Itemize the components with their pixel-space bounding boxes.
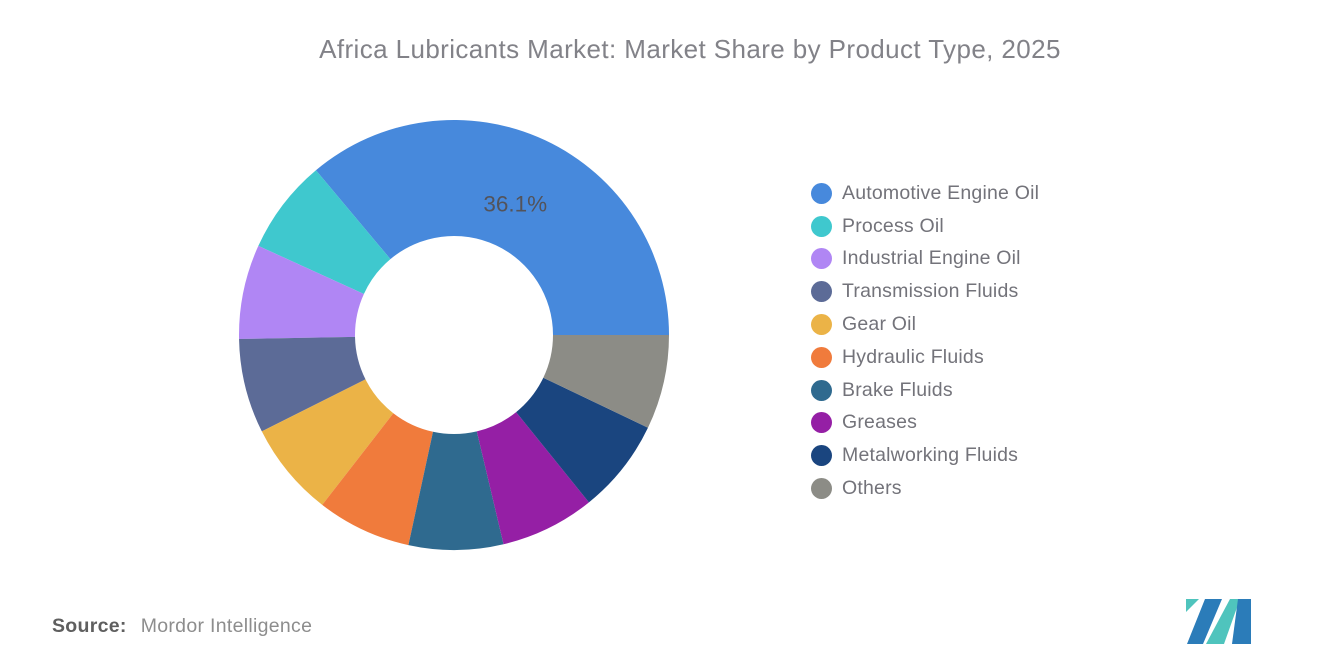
pie-slice-greases[interactable] — [476, 412, 589, 545]
legend-item-industrial-engine-oil[interactable]: Industrial Engine Oil — [811, 243, 1039, 276]
pie-slice-metalworking-fluids[interactable] — [516, 377, 648, 503]
logo-shape-dark-diagonal — [1187, 599, 1222, 644]
legend-label: Metalworking Fluids — [842, 444, 1019, 467]
logo-shape-dark-bar — [1232, 599, 1251, 644]
legend-color-dot — [811, 314, 832, 336]
pie-slice-hydraulic-fluids[interactable] — [322, 413, 434, 546]
donut-chart: 36.1% — [239, 119, 670, 550]
legend-color-dot — [811, 182, 832, 204]
source-label: Source: — [52, 615, 127, 637]
legend-label: Process Oil — [842, 214, 944, 237]
legend-label: Greases — [842, 411, 918, 434]
legend-label: Transmission Fluids — [842, 280, 1019, 303]
legend-label: Brake Fluids — [842, 378, 953, 401]
legend-item-greases[interactable]: Greases — [811, 407, 1039, 440]
legend-label: Industrial Engine Oil — [842, 247, 1021, 270]
legend-color-dot — [811, 346, 832, 368]
legend-color-dot — [811, 445, 832, 467]
pie-slice-others[interactable] — [543, 335, 669, 428]
legend-color-dot — [811, 215, 832, 237]
legend-item-others[interactable]: Others — [811, 472, 1039, 505]
pie-slice-automotive-engine-oil[interactable] — [315, 119, 670, 335]
legend-item-automotive-engine-oil[interactable]: Automotive Engine Oil — [811, 177, 1039, 210]
source-value: Mordor Intelligence — [140, 615, 313, 637]
legend-color-dot — [811, 412, 832, 434]
pie-slice-gear-oil[interactable] — [261, 379, 394, 505]
pie-slice-industrial-engine-oil[interactable] — [239, 245, 364, 340]
pie-slice-transmission-fluids[interactable] — [239, 336, 366, 432]
chart-legend: Automotive Engine Oil Process Oil Industri… — [811, 177, 1039, 505]
legend-item-gear-oil[interactable]: Gear Oil — [811, 308, 1039, 341]
pie-slice-process-oil[interactable] — [258, 170, 391, 294]
legend-item-metalworking-fluids[interactable]: Metalworking Fluids — [811, 439, 1039, 472]
legend-color-dot — [811, 478, 832, 500]
legend-label: Others — [842, 477, 902, 500]
legend-color-dot — [811, 379, 832, 401]
logo-shape-teal-corner — [1186, 599, 1199, 612]
chart-title: Africa Lubricants Market: Market Share b… — [319, 34, 1061, 64]
legend-label: Gear Oil — [842, 313, 917, 336]
legend-item-process-oil[interactable]: Process Oil — [811, 210, 1039, 243]
legend-label: Hydraulic Fluids — [842, 345, 984, 368]
legend-item-brake-fluids[interactable]: Brake Fluids — [811, 374, 1039, 407]
legend-item-hydraulic-fluids[interactable]: Hydraulic Fluids — [811, 341, 1039, 374]
legend-label: Automotive Engine Oil — [842, 181, 1040, 204]
pie-slice-brake-fluids[interactable] — [408, 431, 504, 550]
slice-value-label: 36.1% — [483, 191, 547, 216]
legend-color-dot — [811, 248, 832, 270]
logo-shape-teal-diagonal — [1206, 599, 1240, 644]
source-row: Source: Mordor Intelligence — [52, 615, 312, 638]
legend-item-transmission-fluids[interactable]: Transmission Fluids — [811, 275, 1039, 308]
mordor-intelligence-logo — [1186, 599, 1251, 644]
legend-color-dot — [811, 281, 832, 303]
